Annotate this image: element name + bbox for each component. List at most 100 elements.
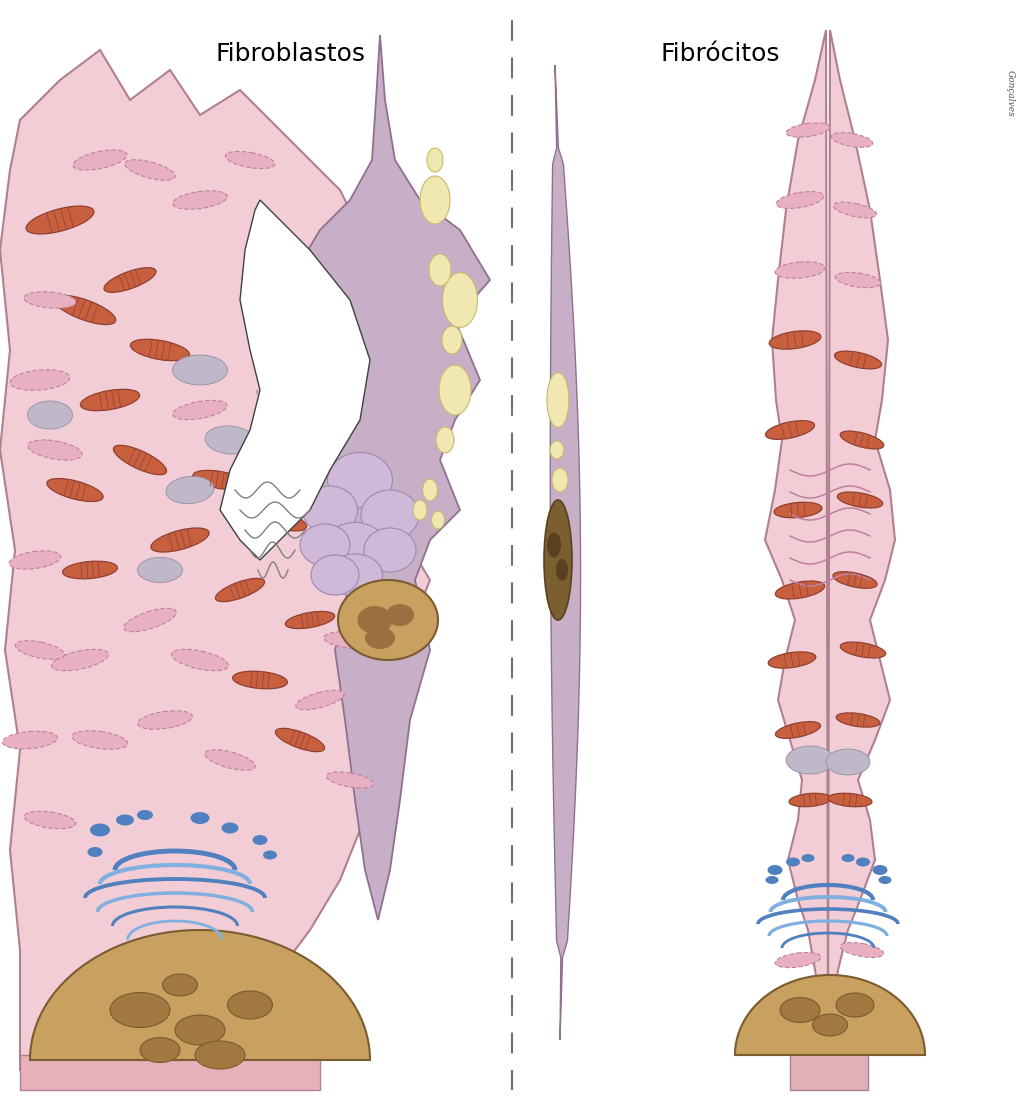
- Ellipse shape: [163, 974, 198, 996]
- Ellipse shape: [205, 425, 255, 454]
- Ellipse shape: [81, 389, 139, 411]
- Ellipse shape: [836, 272, 881, 288]
- Ellipse shape: [140, 1037, 180, 1062]
- Polygon shape: [290, 35, 490, 920]
- Ellipse shape: [172, 649, 228, 671]
- Ellipse shape: [28, 440, 82, 460]
- Ellipse shape: [328, 453, 392, 508]
- Ellipse shape: [442, 326, 462, 354]
- Ellipse shape: [110, 993, 170, 1027]
- Polygon shape: [735, 975, 925, 1055]
- Ellipse shape: [253, 509, 306, 531]
- Ellipse shape: [73, 150, 127, 170]
- Ellipse shape: [256, 389, 304, 411]
- Ellipse shape: [73, 731, 128, 749]
- Ellipse shape: [138, 711, 193, 730]
- Ellipse shape: [786, 122, 829, 137]
- Polygon shape: [30, 930, 370, 1060]
- Ellipse shape: [124, 608, 176, 631]
- Ellipse shape: [296, 690, 344, 710]
- Ellipse shape: [423, 479, 437, 501]
- Ellipse shape: [826, 749, 870, 775]
- Ellipse shape: [837, 713, 880, 727]
- Text: Fibrócitos: Fibrócitos: [660, 42, 779, 66]
- Ellipse shape: [429, 253, 451, 287]
- Ellipse shape: [835, 352, 882, 369]
- Ellipse shape: [3, 732, 57, 748]
- Ellipse shape: [137, 810, 153, 820]
- Ellipse shape: [364, 528, 416, 572]
- Ellipse shape: [790, 793, 830, 807]
- Ellipse shape: [413, 500, 427, 520]
- Ellipse shape: [25, 811, 76, 829]
- Ellipse shape: [439, 365, 471, 415]
- Polygon shape: [220, 199, 370, 560]
- Ellipse shape: [193, 471, 247, 489]
- Ellipse shape: [87, 847, 102, 857]
- Ellipse shape: [302, 486, 357, 534]
- Ellipse shape: [786, 857, 800, 866]
- Ellipse shape: [286, 612, 335, 628]
- Ellipse shape: [325, 522, 385, 568]
- Polygon shape: [790, 1050, 868, 1090]
- Ellipse shape: [9, 551, 60, 569]
- Ellipse shape: [275, 728, 325, 752]
- Text: Fibroblastos: Fibroblastos: [215, 42, 365, 66]
- Ellipse shape: [15, 640, 65, 659]
- Polygon shape: [0, 50, 430, 1070]
- Ellipse shape: [90, 823, 110, 836]
- Ellipse shape: [833, 572, 878, 588]
- Ellipse shape: [28, 401, 73, 429]
- Ellipse shape: [195, 1041, 245, 1069]
- Ellipse shape: [47, 478, 103, 501]
- Polygon shape: [20, 1055, 319, 1090]
- Ellipse shape: [253, 835, 267, 845]
- Ellipse shape: [556, 559, 568, 581]
- Ellipse shape: [436, 426, 454, 453]
- Ellipse shape: [173, 191, 227, 209]
- Ellipse shape: [856, 857, 870, 866]
- Ellipse shape: [431, 511, 444, 529]
- Ellipse shape: [221, 822, 239, 833]
- Ellipse shape: [10, 369, 70, 390]
- Ellipse shape: [365, 627, 395, 649]
- Ellipse shape: [26, 206, 94, 234]
- Ellipse shape: [315, 551, 365, 569]
- Ellipse shape: [357, 606, 392, 634]
- Ellipse shape: [831, 132, 872, 148]
- Ellipse shape: [166, 476, 214, 504]
- Ellipse shape: [173, 400, 227, 420]
- Ellipse shape: [879, 876, 892, 884]
- Ellipse shape: [386, 604, 414, 626]
- Ellipse shape: [215, 579, 264, 602]
- Ellipse shape: [838, 491, 883, 508]
- Ellipse shape: [225, 151, 274, 169]
- Ellipse shape: [775, 952, 821, 968]
- Ellipse shape: [361, 490, 419, 540]
- Ellipse shape: [427, 148, 443, 172]
- Ellipse shape: [841, 942, 884, 958]
- Ellipse shape: [780, 997, 820, 1023]
- Ellipse shape: [114, 445, 167, 475]
- Ellipse shape: [338, 580, 438, 660]
- Ellipse shape: [311, 555, 359, 595]
- Ellipse shape: [768, 652, 816, 668]
- Ellipse shape: [190, 812, 210, 824]
- Ellipse shape: [232, 671, 288, 689]
- Ellipse shape: [25, 292, 76, 309]
- Ellipse shape: [840, 431, 884, 449]
- Ellipse shape: [775, 581, 824, 599]
- Ellipse shape: [51, 649, 109, 671]
- Ellipse shape: [802, 854, 814, 862]
- Ellipse shape: [841, 642, 886, 658]
- Ellipse shape: [137, 558, 182, 583]
- Ellipse shape: [151, 528, 209, 552]
- Ellipse shape: [766, 876, 778, 884]
- Ellipse shape: [130, 339, 189, 360]
- Ellipse shape: [550, 441, 564, 460]
- Ellipse shape: [842, 854, 854, 862]
- Ellipse shape: [786, 746, 834, 774]
- Text: Gonçalves: Gonçalves: [1006, 71, 1015, 117]
- Ellipse shape: [104, 268, 156, 292]
- Ellipse shape: [775, 262, 825, 279]
